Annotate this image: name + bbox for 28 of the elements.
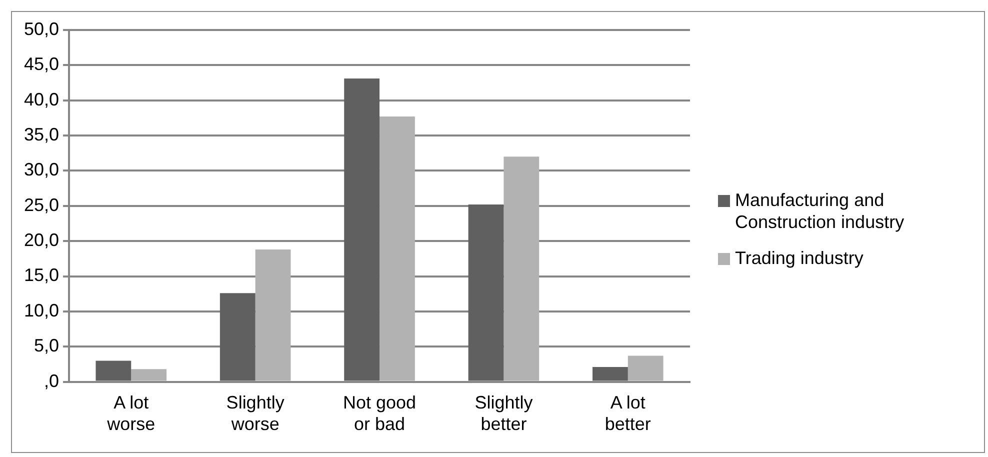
x-tick-label: Not good or bad (342, 392, 416, 434)
x-tick-label: Slightly better (474, 392, 533, 434)
bar (468, 204, 504, 381)
y-tick-label: 10,0 (24, 300, 60, 320)
legend-label: Manufacturing and Construction industry (735, 188, 906, 232)
x-tick-label: Slightly worse (226, 392, 284, 434)
bar (344, 78, 380, 381)
x-tick-label: A lot better (604, 392, 651, 434)
bar (96, 360, 132, 381)
bar (504, 156, 540, 381)
y-tick-label: 50,0 (24, 18, 60, 39)
y-tick-label: ,0 (44, 370, 60, 391)
y-tick-label: 35,0 (24, 124, 60, 145)
bar (592, 367, 628, 381)
y-tick-label: 25,0 (24, 194, 60, 215)
bar (255, 250, 291, 381)
y-tick-label: 40,0 (24, 89, 60, 110)
y-tick-label: 15,0 (24, 265, 60, 286)
bar (220, 293, 256, 381)
x-tick-label: A lot worse (106, 392, 156, 434)
legend-label: Trading industry (735, 246, 864, 268)
bar (380, 116, 415, 381)
bar (131, 369, 167, 381)
y-tick-label: 45,0 (24, 54, 60, 74)
y-tick-label: 20,0 (24, 230, 60, 250)
y-tick-label: 5,0 (34, 336, 60, 356)
bar (628, 356, 664, 381)
y-tick-label: 30,0 (24, 160, 60, 180)
